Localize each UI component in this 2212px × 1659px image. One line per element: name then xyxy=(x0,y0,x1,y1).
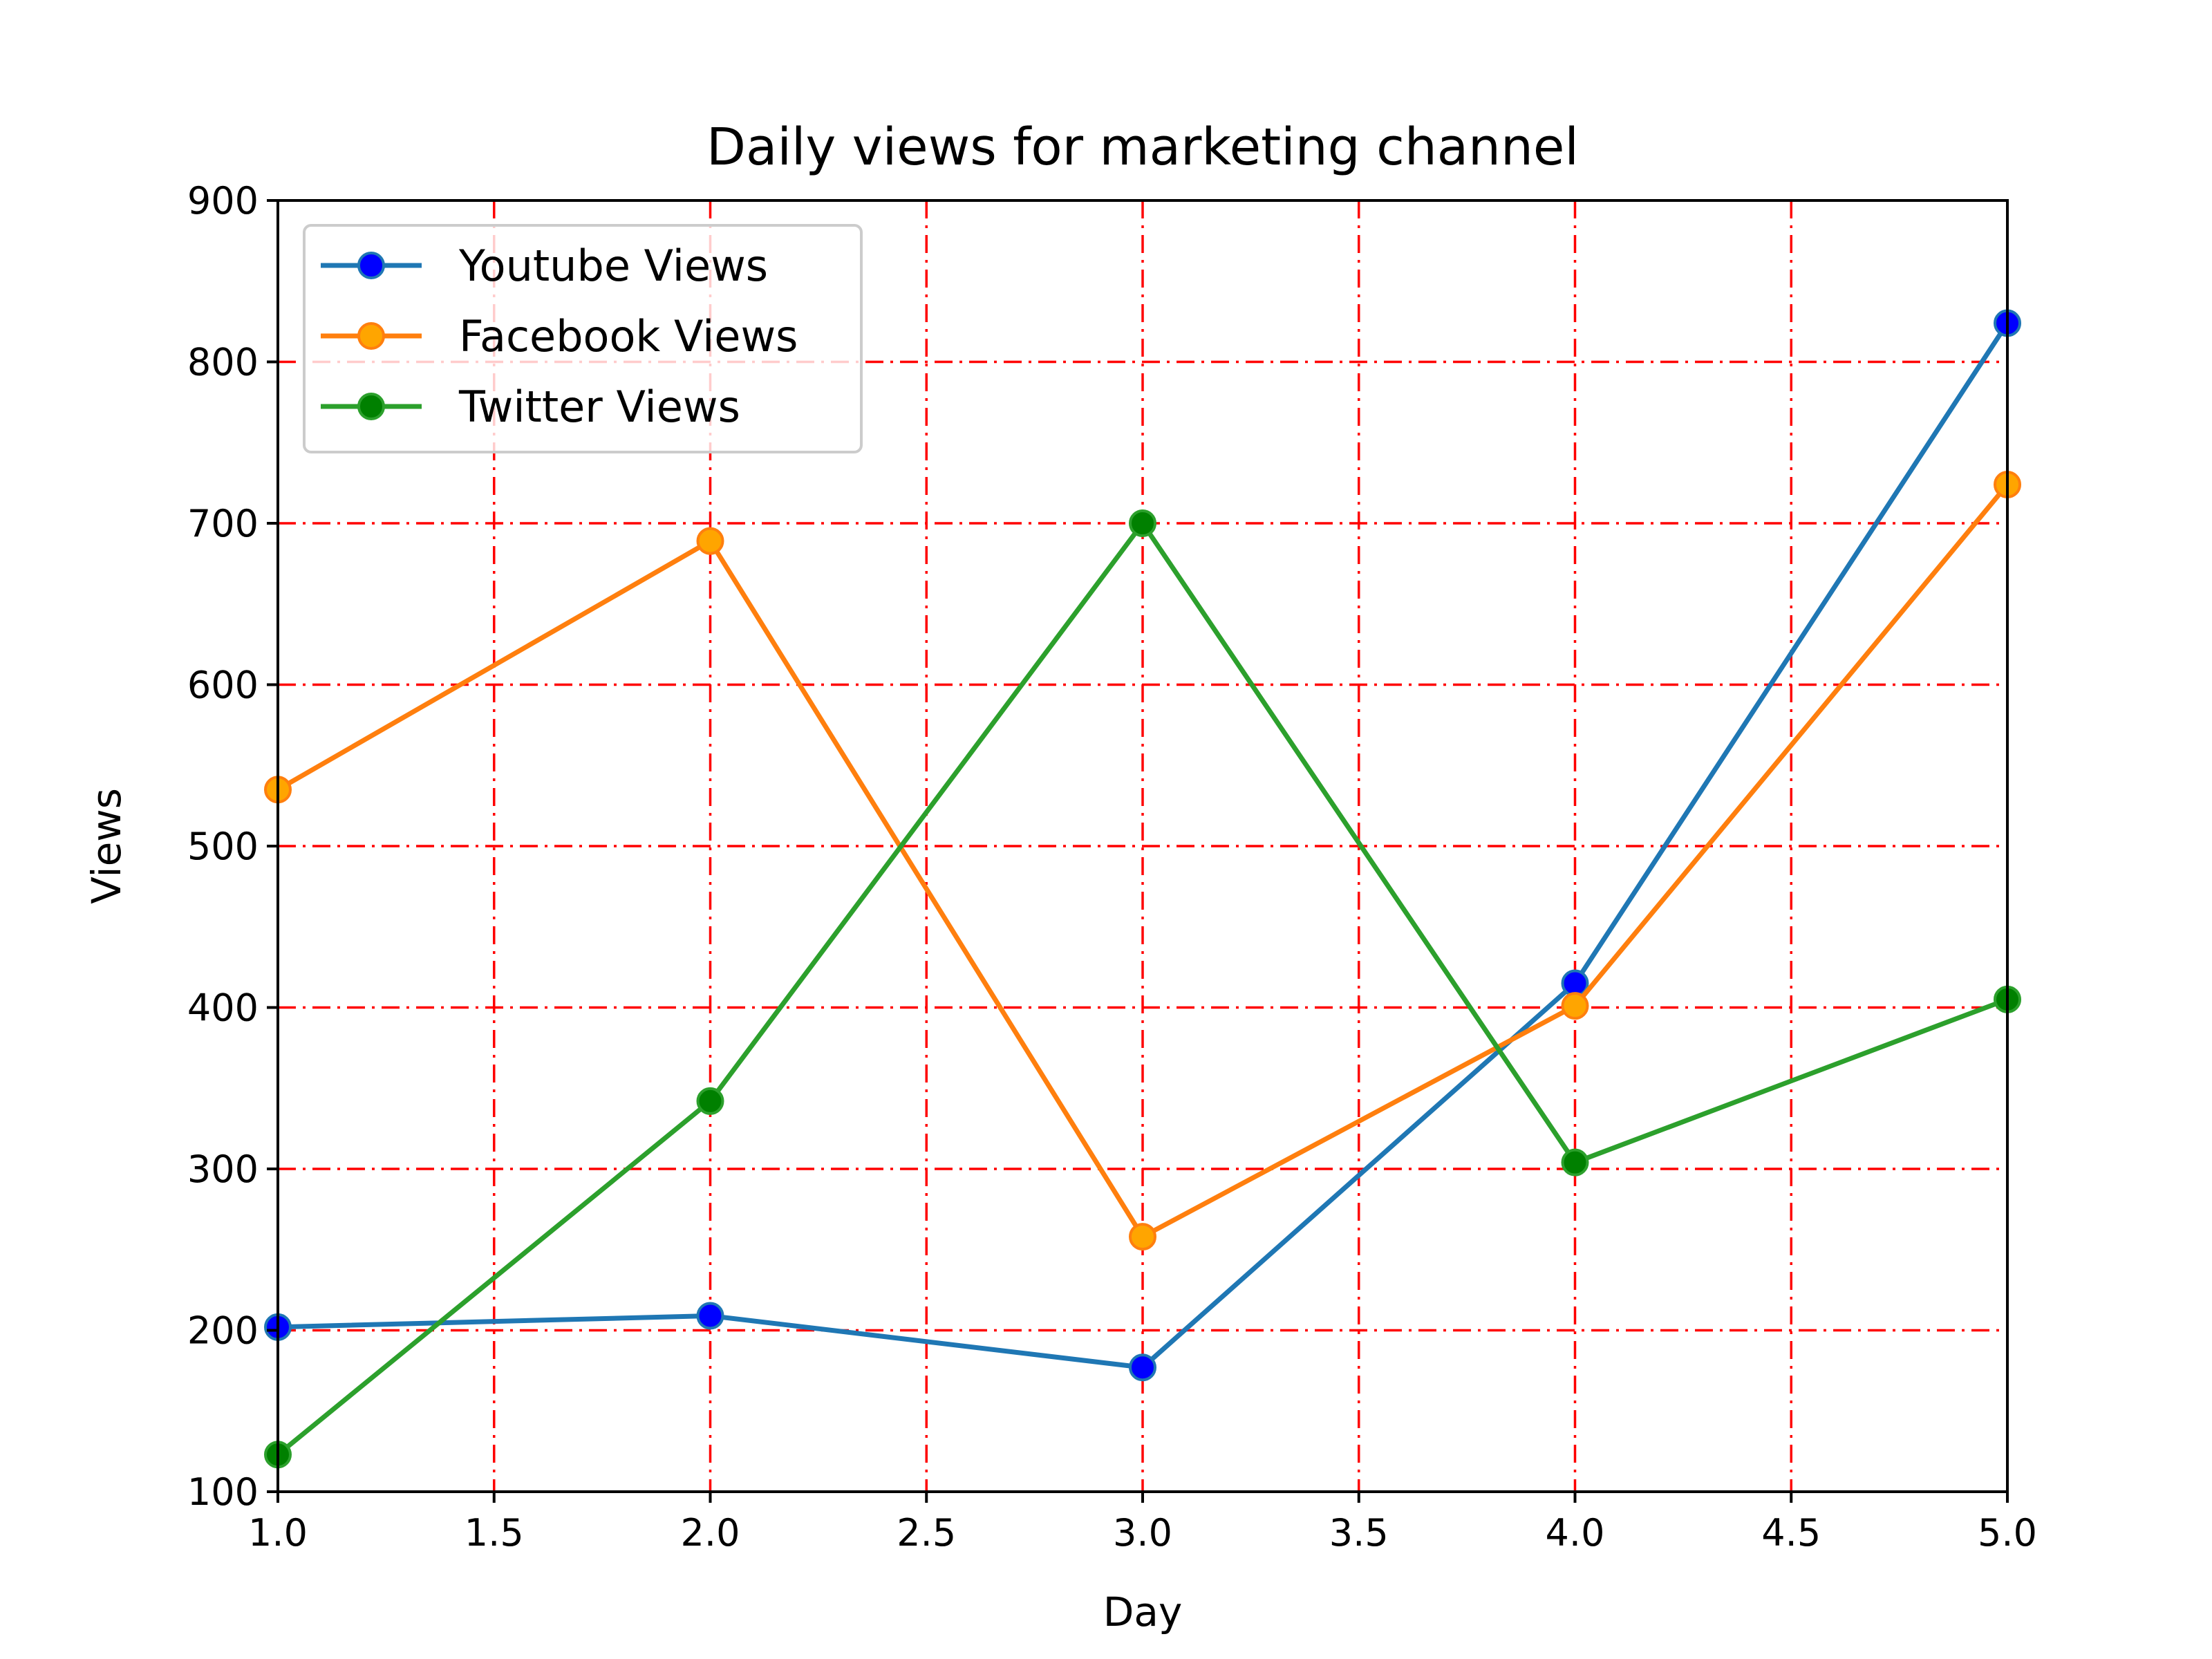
y-tick-label: 900 xyxy=(187,179,259,223)
x-tick-label: 1.5 xyxy=(465,1511,524,1555)
x-tick-label: 2.5 xyxy=(897,1511,956,1555)
y-axis-label: Views xyxy=(83,788,130,904)
tick-layer: 1.0 1.5 2.0 2.5 3.0 3.5 4.0 4.5 5.0 100 200 300 400 5… xyxy=(187,179,2037,1555)
legend-marker-swatch xyxy=(357,252,385,279)
data-point xyxy=(696,527,724,555)
data-point xyxy=(1129,509,1156,537)
data-point xyxy=(696,1087,724,1115)
series-youtube-views xyxy=(264,309,2021,1382)
legend-items: Youtube Views Facebook Views Twitter Views xyxy=(321,241,798,432)
legend-item-youtube-views: Youtube Views xyxy=(321,241,768,291)
data-point xyxy=(1129,1353,1156,1382)
legend-marker-swatch xyxy=(357,393,385,420)
legend-label: Twitter Views xyxy=(458,382,740,432)
x-tick-label: 2.0 xyxy=(681,1511,740,1555)
data-point xyxy=(696,1302,724,1330)
y-tick-label: 400 xyxy=(187,986,259,1030)
x-tick-label: 1.0 xyxy=(248,1511,308,1555)
data-point xyxy=(1129,1223,1156,1251)
legend-item-facebook-views: Facebook Views xyxy=(321,311,798,362)
x-tick-label: 3.0 xyxy=(1113,1511,1172,1555)
y-tick-label: 600 xyxy=(187,664,259,707)
data-point xyxy=(1561,992,1589,1020)
legend-marker-swatch xyxy=(357,322,385,350)
data-point xyxy=(1561,1148,1589,1177)
legend-label: Youtube Views xyxy=(458,241,768,291)
y-tick-label: 200 xyxy=(187,1309,259,1353)
legend-box xyxy=(303,224,863,453)
legend-label: Facebook Views xyxy=(459,311,798,362)
x-tick-label: 4.5 xyxy=(1761,1511,1821,1555)
x-axis-label: Day xyxy=(1103,1588,1183,1635)
x-tick-label: 5.0 xyxy=(1978,1511,2037,1555)
y-tick-label: 300 xyxy=(187,1147,259,1191)
y-tick-label: 100 xyxy=(187,1470,259,1514)
x-tick-label: 4.0 xyxy=(1546,1511,1605,1555)
legend: Youtube Views Facebook Views Twitter Views xyxy=(303,224,863,453)
y-tick-label: 800 xyxy=(187,341,259,384)
series-layer xyxy=(264,309,2021,1469)
x-tick-label: 3.5 xyxy=(1329,1511,1389,1555)
y-tick-label: 700 xyxy=(187,502,259,545)
legend-item-twitter-views: Twitter Views xyxy=(321,382,740,432)
chart-title: Daily views for marketing channel xyxy=(706,118,1579,177)
y-tick-label: 500 xyxy=(187,825,259,868)
